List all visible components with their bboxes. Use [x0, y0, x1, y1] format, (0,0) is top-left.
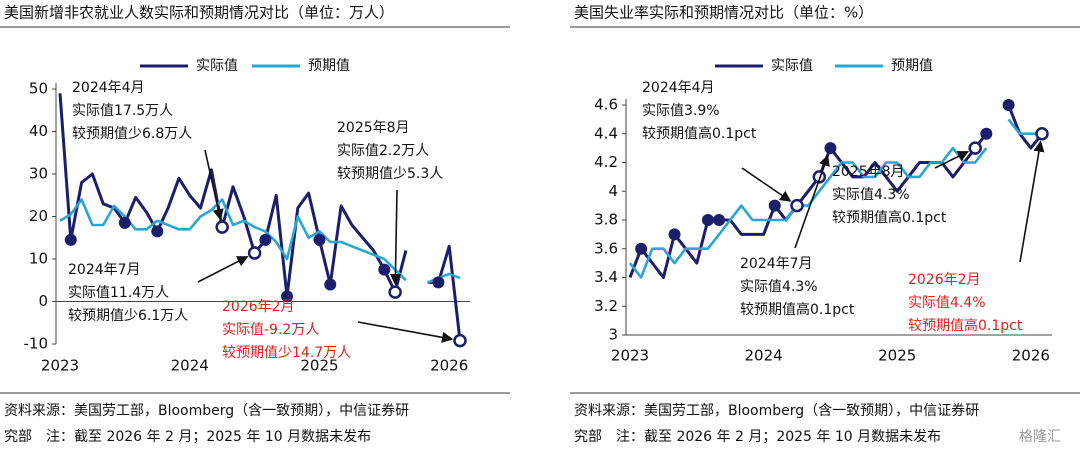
x-tick-label: 2024 — [745, 347, 783, 365]
annotation: 实际值17.5万人 — [72, 103, 173, 119]
y-tick-label: 40 — [29, 122, 48, 140]
point-marker — [378, 263, 391, 276]
point-marker — [701, 214, 714, 226]
source-note: 究部 注：截至 2026 年 2 月；2025 年 10 月数据未发布 — [4, 429, 371, 445]
annotation: 实际值11.4万人 — [68, 285, 169, 301]
source-note: 资料来源：美国劳工部，Bloomberg（含一致预期），中信证券研 — [574, 403, 979, 419]
point-marker — [635, 242, 648, 255]
y-tick-label: 4.4 — [594, 124, 618, 142]
point-marker — [324, 278, 337, 291]
point-marker — [668, 228, 681, 241]
legend-label: 预期值 — [891, 58, 933, 74]
annotation: 2024年4月 — [642, 80, 715, 96]
legend-label: 实际值 — [771, 58, 813, 74]
point-marker-open — [388, 285, 402, 299]
annotation: 2026年2月 — [222, 299, 295, 315]
point-marker — [713, 214, 726, 226]
annotation: 实际值4.3% — [832, 187, 910, 203]
annotation: 较预期值少6.1万人 — [68, 308, 188, 324]
y-tick-label: 50 — [29, 80, 48, 98]
annotation-arrow — [197, 255, 249, 283]
point-marker — [1002, 99, 1015, 111]
x-tick-label: 2026 — [1012, 347, 1050, 365]
point-marker — [64, 233, 77, 246]
watermark: 格隆汇 — [1019, 429, 1061, 445]
chart-title: 美国失业率实际和预期情况对比（单位：%） — [574, 4, 873, 22]
point-marker — [980, 127, 993, 140]
y-tick-label: 10 — [29, 250, 48, 268]
point-marker — [281, 290, 294, 303]
x-tick-label: 2023 — [611, 347, 649, 365]
annotation: 较预期值少6.8万人 — [72, 126, 192, 142]
annotation-arrow — [204, 149, 224, 221]
annotation-arrow — [1019, 140, 1045, 263]
annotation-arrow — [794, 154, 830, 249]
annotation: 2025年8月 — [832, 164, 905, 180]
annotation-arrow — [741, 167, 792, 202]
x-tick-label: 2024 — [171, 357, 209, 375]
chart-title: 美国新增非农就业人数实际和预期情况对比（单位：万人） — [4, 4, 394, 22]
annotation: 较预期值高0.1pct — [832, 209, 947, 226]
annotation: 较预期值高0.1pct — [642, 125, 757, 142]
y-tick-label: 3.6 — [594, 239, 618, 257]
annotation: 实际值-9.2万人 — [222, 322, 319, 338]
y-tick-label: 4.6 — [594, 96, 618, 114]
annotation: 2026年2月 — [908, 272, 981, 288]
source-note: 资料来源：美国劳工部，Bloomberg（含一致预期），中信证券研 — [4, 403, 409, 419]
point-marker-open — [247, 246, 262, 260]
y-tick-label: 20 — [29, 207, 48, 225]
annotation: 2024年4月 — [72, 80, 145, 96]
y-tick-label: 3.4 — [594, 268, 618, 286]
x-tick-label: 2026 — [430, 357, 468, 375]
annotation: 实际值4.4% — [908, 295, 986, 311]
x-tick-label: 2023 — [41, 357, 79, 375]
annotation: 2025年8月 — [337, 120, 410, 136]
annotation-arrow — [934, 150, 970, 169]
y-tick-label: 3 — [608, 326, 618, 344]
point-marker — [432, 276, 445, 289]
y-tick-label: 4.2 — [594, 153, 618, 171]
y-tick-label: 3.8 — [594, 211, 618, 229]
point-marker — [313, 233, 326, 246]
point-marker — [824, 142, 837, 155]
point-marker — [118, 216, 131, 229]
y-tick-label: 0 — [38, 292, 48, 310]
annotation: 实际值2.2万人 — [337, 143, 429, 159]
legend-label: 实际值 — [196, 58, 238, 74]
y-tick-label: 4 — [608, 182, 618, 200]
point-marker-open — [968, 141, 982, 155]
point-marker — [259, 233, 272, 246]
y-tick-label: 3.2 — [594, 297, 618, 315]
point-marker-open — [790, 198, 804, 213]
annotation: 较预期值高0.1pct — [740, 301, 855, 318]
y-tick-label: 30 — [29, 165, 48, 183]
annotation: 实际值3.9% — [642, 103, 720, 119]
x-tick-label: 2025 — [878, 347, 916, 365]
point-marker-open — [453, 333, 467, 348]
point-marker — [151, 225, 164, 238]
annotation: 较预期值少14.7万人 — [222, 345, 351, 361]
annotation: 实际值4.3% — [740, 279, 818, 295]
annotation-arrow — [357, 321, 454, 343]
annotation: 较预期值高0.1pct — [908, 317, 1023, 334]
source-note: 究部 注：截至 2026 年 2 月；2025 年 10 月数据未发布 — [574, 429, 941, 445]
annotation: 2024年7月 — [68, 262, 141, 278]
annotation-arrow — [389, 189, 402, 286]
point-marker — [768, 199, 781, 212]
legend-label: 预期值 — [308, 58, 350, 74]
x-tick-label: 2025 — [300, 357, 338, 375]
annotation: 2024年7月 — [740, 256, 813, 272]
y-tick-label: -10 — [24, 335, 49, 353]
point-marker-open — [215, 220, 229, 234]
annotation: 较预期值少5.3人 — [337, 166, 443, 182]
point-marker-open — [1035, 127, 1049, 141]
